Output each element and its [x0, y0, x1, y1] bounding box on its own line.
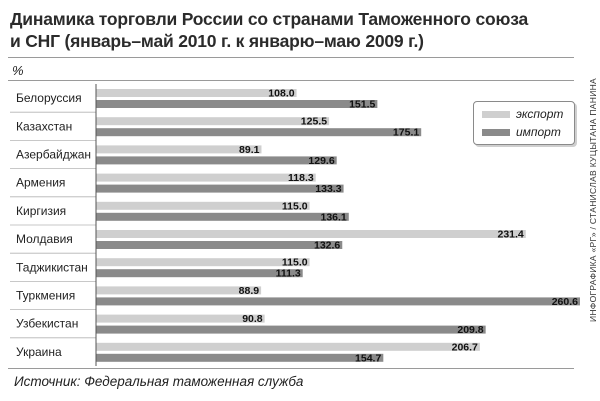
value-label-export: 206.7: [452, 341, 478, 353]
category-label: Молдавия: [16, 232, 73, 246]
legend-item-export: экспорт: [482, 107, 563, 121]
bar-export: [96, 314, 265, 323]
value-label-export: 125.5: [301, 116, 327, 128]
value-label-export: 108.0: [268, 88, 294, 100]
value-label-import: 132.6: [314, 240, 340, 252]
source-note: Источник: Федеральная таможенная служба: [14, 374, 304, 389]
legend-label-export: экспорт: [516, 107, 564, 121]
category-label: Казахстан: [16, 119, 72, 133]
chart-title: Динамика торговли России со странами Там…: [10, 8, 578, 52]
category-label: Узбекистан: [16, 317, 78, 331]
legend-swatch-import: [482, 128, 510, 136]
bar-import: [96, 212, 349, 221]
value-label-export: 90.8: [242, 313, 263, 325]
value-label-export: 89.1: [239, 144, 260, 156]
bar-import: [96, 325, 486, 334]
category-label: Таджикистан: [16, 260, 88, 274]
value-label-import: 209.8: [457, 324, 483, 336]
bar-import: [96, 241, 343, 249]
legend-item-import: импорт: [482, 125, 561, 139]
credit-note: ИНФОГРАФИКА «РГ» / СТАНИСЛАВ КУЦЫТАНА ПА…: [588, 77, 598, 323]
bar-export: [96, 117, 330, 126]
value-label-import: 133.3: [315, 183, 341, 195]
value-label-export: 231.4: [497, 229, 523, 241]
value-label-export: 118.3: [288, 172, 314, 184]
bar-import: [96, 128, 422, 137]
legend: экспорт импорт: [473, 101, 575, 145]
value-label-import: 111.3: [276, 268, 301, 280]
legend-label-import: импорт: [516, 125, 561, 139]
category-label: Украина: [16, 345, 62, 359]
bar-export: [96, 286, 262, 295]
category-label: Азербайджан: [16, 148, 91, 162]
value-label-import: 151.5: [349, 99, 375, 111]
unit-label: %: [12, 63, 24, 78]
value-label-import: 129.6: [308, 155, 334, 167]
bar-import: [96, 156, 337, 165]
category-label: Белоруссия: [16, 91, 82, 105]
legend-swatch-export: [482, 110, 510, 118]
value-label-import: 260.6: [552, 296, 578, 308]
bar-export: [96, 342, 480, 351]
category-label: Киргизия: [16, 204, 66, 218]
category-label: Туркмения: [16, 289, 75, 303]
top-divider: [8, 57, 574, 58]
bar-export: [96, 258, 310, 267]
chart-title-line-2: и СНГ (январь–май 2010 г. к январю–маю 2…: [10, 31, 424, 51]
chart-title-line-1: Динамика торговли России со странами Там…: [10, 9, 529, 29]
bar-export: [96, 201, 310, 210]
category-label: Армения: [16, 176, 65, 190]
bar-export: [96, 145, 262, 154]
value-label-export: 115.0: [282, 257, 308, 269]
bar-import: [96, 100, 378, 108]
bar-import: [96, 269, 303, 278]
bar-export: [96, 173, 316, 182]
value-label-export: 88.9: [239, 285, 260, 297]
header-divider: [8, 80, 574, 81]
value-label-import: 136.1: [320, 211, 346, 223]
bar-import: [96, 353, 384, 362]
value-label-export: 115.0: [282, 200, 308, 212]
footer-divider: [8, 368, 574, 369]
value-label-import: 175.1: [393, 127, 419, 139]
bar-export: [96, 89, 297, 97]
bar-import: [96, 184, 344, 193]
bar-import: [96, 297, 580, 306]
bar-export: [96, 230, 526, 238]
value-label-import: 154.7: [355, 352, 381, 364]
